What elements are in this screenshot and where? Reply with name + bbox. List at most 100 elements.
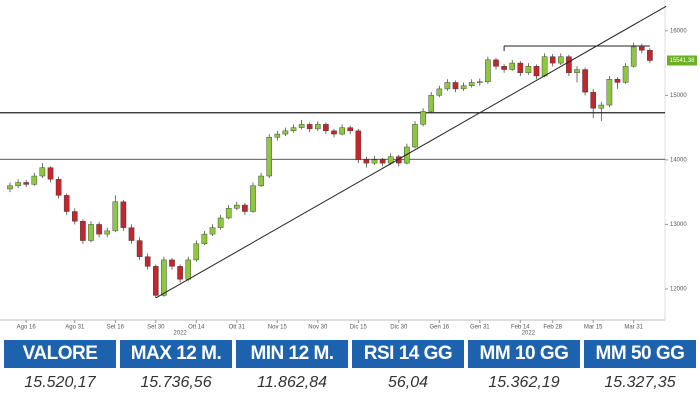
candle-body [331, 130, 337, 135]
stats-header: MIN 12 M. [236, 340, 348, 368]
candle-body [387, 156, 394, 164]
x-tick-label: Ago 16 [17, 325, 37, 331]
candle-body [104, 230, 110, 235]
stats-column: MAX 12 M. 15.736,56 [120, 340, 232, 400]
trend-line [155, 5, 667, 299]
candle-body [379, 159, 386, 164]
candle-body [452, 82, 459, 90]
candle-body [266, 137, 273, 177]
candle-body [209, 227, 216, 235]
candle-body [315, 124, 321, 130]
candle-body [582, 69, 588, 93]
candle-body [31, 175, 38, 185]
x-tick-label: Set 16 [107, 325, 125, 331]
stats-column: MM 50 GG 15.327,35 [584, 340, 696, 400]
x-tick-label: Nov 30 [308, 325, 328, 331]
candle-body [250, 185, 256, 212]
candle-body [258, 175, 264, 186]
candle-body [152, 266, 159, 296]
candle-body [63, 195, 70, 212]
candle-body [541, 56, 548, 77]
x-tick-label: Ago 31 [65, 325, 85, 331]
candle-body [647, 49, 653, 61]
stats-value: 15.520,17 [24, 374, 96, 391]
stats-header: MM 50 GG [584, 340, 696, 368]
candle-body [185, 259, 192, 280]
candle-body [363, 159, 370, 164]
candle-body [144, 256, 151, 267]
candle-body [493, 59, 499, 67]
candle-body [201, 233, 208, 244]
x-tick-label: Feb 14 [511, 325, 530, 331]
candle-body [501, 66, 507, 70]
candle-body [347, 127, 354, 132]
candle-body [396, 156, 402, 164]
candle-body [622, 66, 629, 83]
candle-body [323, 124, 329, 132]
candle-body [574, 69, 580, 73]
candle-body [606, 79, 613, 106]
candle-body [404, 146, 410, 164]
stats-header: MAX 12 M. [120, 340, 232, 368]
candle-body [371, 159, 378, 164]
candle-body [136, 240, 143, 257]
stats-value: 15.736,56 [140, 374, 212, 391]
x-tick-label: Dic 15 [350, 325, 368, 331]
stats-value: 15.362,19 [488, 374, 560, 391]
x-tick-label: Ott 14 [188, 325, 205, 331]
candle-body [468, 82, 475, 86]
candle-body [590, 91, 596, 109]
price-tag [667, 55, 697, 66]
candle-body [88, 224, 94, 241]
candle-body [96, 224, 102, 235]
candle-body [477, 81, 483, 83]
y-tick-label: 12000 [670, 287, 687, 293]
candle-body [15, 182, 21, 186]
candle-body [225, 208, 232, 219]
candle-body [525, 66, 532, 73]
y-tick-label: 16000 [670, 28, 687, 34]
candle-body [549, 56, 556, 64]
candle-body [7, 185, 13, 190]
candle-body [444, 82, 451, 90]
stats-header: VALORE [4, 340, 116, 368]
candle-body [460, 85, 467, 90]
candle-body [509, 62, 516, 70]
candle-body [161, 259, 167, 296]
stats-column: MM 10 GG 15.362,19 [468, 340, 580, 400]
candle-body [128, 227, 135, 241]
x-tick-label: Nov 15 [268, 325, 288, 331]
x-tick-label: Gen 16 [429, 325, 449, 331]
candle-body [639, 46, 645, 51]
candle-body [23, 182, 30, 185]
candle-body [339, 127, 345, 135]
stats-column: MIN 12 M. 11.862,84 [236, 340, 348, 400]
stats-column: VALORE 15.520,17 [4, 340, 116, 400]
x-tick-label: Gen 31 [470, 325, 490, 331]
candle-body [420, 111, 426, 125]
stats-header: RSI 14 GG [352, 340, 464, 368]
y-tick-label: 14000 [670, 157, 687, 163]
y-tick-label: 13000 [670, 222, 687, 228]
candle-body [298, 124, 305, 128]
candle-body [517, 62, 524, 73]
candle-body [112, 201, 119, 232]
candle-body [39, 167, 46, 177]
candle-body [217, 217, 224, 228]
year-label: 2022 [522, 331, 536, 336]
stats-value: 11.862,84 [257, 374, 327, 391]
x-tick-label: Feb 28 [543, 325, 562, 331]
x-tick-label: Dic 30 [390, 325, 408, 331]
candle-body [412, 124, 418, 148]
plot-bg [0, 0, 700, 336]
stats-value: 56,04 [387, 374, 429, 391]
x-tick-label: Ott 31 [229, 325, 246, 331]
candle-body [55, 179, 62, 196]
price-tag-label: 15541,38 [669, 58, 695, 64]
candle-body [169, 259, 175, 267]
candle-body [274, 133, 281, 138]
x-tick-label: Set 30 [147, 325, 165, 331]
candle-body [598, 104, 605, 109]
candle-body [242, 204, 248, 212]
